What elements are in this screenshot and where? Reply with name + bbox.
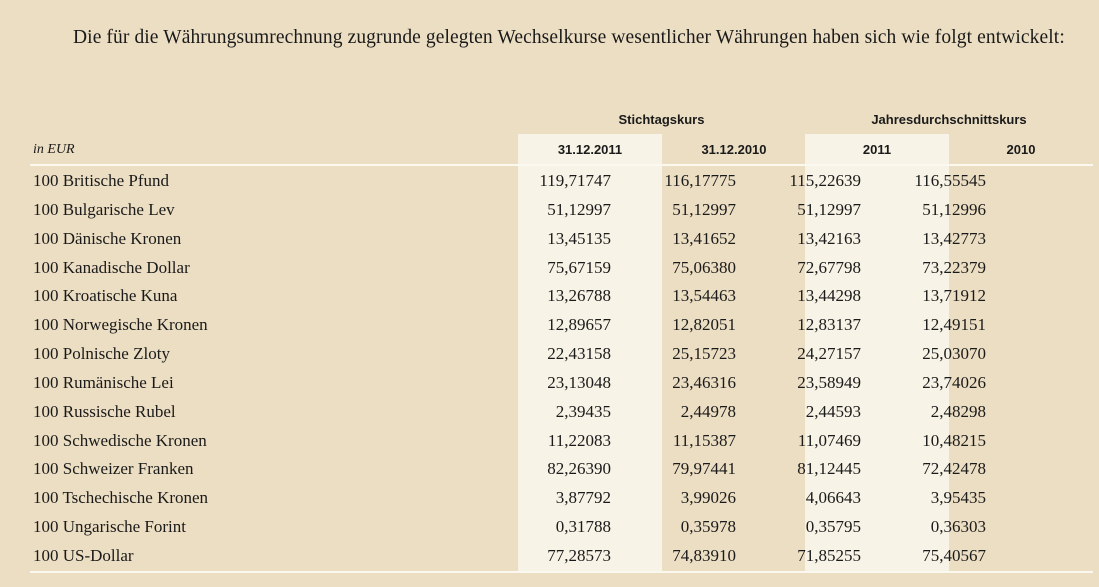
rate-cell: 13,54463 [672, 286, 736, 306]
rate-cell: 11,22083 [547, 430, 611, 450]
rate-cell: 4,06643 [805, 488, 861, 508]
column-header: 31.12.2010 [701, 142, 767, 157]
rate-cell: 23,74026 [922, 372, 986, 392]
column-header: 2011 [862, 142, 892, 157]
rate-cell: 25,15723 [672, 344, 736, 364]
rate-cell: 11,07469 [797, 430, 861, 450]
currency-label: 100 Kroatische Kuna [33, 286, 178, 306]
rate-cell: 119,71747 [539, 171, 611, 190]
column-header: 2010 [1006, 142, 1036, 157]
intro-paragraph: Die für die Währungsumrechnung zugrunde … [73, 27, 1065, 48]
rate-cell: 12,82051 [672, 315, 736, 335]
currency-label: 100 Schwedische Kronen [33, 430, 207, 450]
table-row: 100 Rumänische Lei 23,13048 23,46316 23,589… [0, 369, 1099, 398]
rate-cell: 24,27157 [797, 344, 861, 364]
currency-label: 100 Norwegische Kronen [33, 315, 208, 335]
rate-cell: 13,71912 [922, 286, 986, 306]
currency-label: 100 Russische Rubel [33, 401, 176, 421]
rate-cell: 2,44593 [805, 401, 861, 421]
table-row: 100 US-Dollar 77,28573 74,83910 71,85255 75,… [0, 542, 1099, 571]
rate-cell: 51,12997 [547, 199, 611, 219]
rate-cell: 71,85255 [797, 545, 861, 565]
rate-cell: 13,41652 [672, 228, 736, 248]
currency-label: 100 Britische Pfund [33, 171, 169, 190]
rate-cell: 25,03070 [922, 344, 986, 364]
rate-cell: 116,17775 [664, 171, 736, 190]
table-row: 100 Russische Rubel 2,39435 2,44978 2,44593… [0, 398, 1099, 427]
column-highlight-stichtag-2011 [518, 134, 662, 572]
currency-label: 100 US-Dollar [33, 545, 134, 565]
currency-label: 100 Schweizer Franken [33, 459, 194, 479]
table-row: 100 Schwedische Kronen 11,22083 11,15387 11… [0, 427, 1099, 456]
rate-cell: 75,06380 [672, 257, 736, 277]
rate-cell: 2,48298 [930, 401, 986, 421]
table-row: 100 Ungarische Forint 0,31788 0,35978 0,357… [0, 513, 1099, 542]
rate-cell: 0,31788 [555, 517, 611, 537]
rate-cell: 12,49151 [922, 315, 986, 335]
currency-label: 100 Tschechische Kronen [33, 488, 209, 508]
table-row: 100 Dänische Kronen 13,45135 13,41652 13,42… [0, 225, 1099, 254]
rate-cell: 2,44978 [680, 401, 736, 421]
table-bottom-rule [30, 571, 1093, 573]
table-row: 100 Tschechische Kronen 3,87792 3,99026 4,0… [0, 484, 1099, 513]
rate-cell: 10,48215 [922, 430, 986, 450]
rate-cell: 11,15387 [672, 430, 736, 450]
rate-cell: 73,22379 [922, 257, 986, 277]
currency-label: 100 Ungarische Forint [33, 517, 186, 537]
rate-cell: 12,83137 [797, 315, 861, 335]
rate-cell: 81,12445 [797, 459, 861, 479]
rate-cell: 23,46316 [672, 372, 736, 392]
table-row: 100 Bulgarische Lev 51,12997 51,12997 51,12… [0, 196, 1099, 225]
currency-label: 100 Bulgarische Lev [33, 199, 175, 219]
rate-cell: 13,42163 [797, 228, 861, 248]
rate-cell: 22,43158 [547, 344, 611, 364]
rate-cell: 115,22639 [789, 171, 861, 190]
unit-label: in EUR [33, 142, 75, 157]
rate-cell: 0,35795 [805, 517, 861, 537]
rate-cell: 13,45135 [547, 228, 611, 248]
table-row: 100 Britische Pfund 119,71747 116,17775 115… [0, 167, 1099, 196]
rate-cell: 13,44298 [797, 286, 861, 306]
rate-cell: 72,42478 [922, 459, 986, 479]
rate-cell: 0,36303 [930, 517, 986, 537]
rate-cell: 23,58949 [797, 372, 861, 392]
rate-cell: 23,13048 [547, 372, 611, 392]
column-highlight-durchschnitt-2011 [805, 134, 949, 572]
rate-cell: 3,87792 [555, 488, 611, 508]
rate-cell: 0,35978 [680, 517, 736, 537]
rate-cell: 116,55545 [914, 171, 986, 190]
rate-cell: 13,26788 [547, 286, 611, 306]
rate-cell: 75,67159 [547, 257, 611, 277]
currency-label: 100 Kanadische Dollar [33, 257, 190, 277]
rate-cell: 79,97441 [672, 459, 736, 479]
rate-cell: 3,95435 [930, 488, 986, 508]
rate-cell: 75,40567 [922, 545, 986, 565]
rate-cell: 51,12996 [922, 199, 986, 219]
rate-cell: 13,42773 [922, 228, 986, 248]
currency-label: 100 Polnische Zloty [33, 344, 170, 364]
rate-cell: 51,12997 [797, 199, 861, 219]
rate-cell: 77,28573 [547, 545, 611, 565]
table-row: 100 Kroatische Kuna 13,26788 13,54463 13,44… [0, 282, 1099, 311]
rate-cell: 2,39435 [555, 401, 611, 421]
rate-cell: 12,89657 [547, 315, 611, 335]
rate-cell: 51,12997 [672, 199, 736, 219]
table-row: 100 Norwegische Kronen 12,89657 12,82051 12… [0, 311, 1099, 340]
rate-cell: 3,99026 [680, 488, 736, 508]
table-row: 100 Schweizer Franken 82,26390 79,97441 81,… [0, 455, 1099, 484]
rate-cell: 72,67798 [797, 257, 861, 277]
rate-cell: 74,83910 [672, 545, 736, 565]
header-divider [30, 164, 1093, 166]
table-body: 100 Britische Pfund 119,71747 116,17775 115… [0, 167, 1099, 571]
column-header: 31.12.2011 [557, 142, 623, 157]
currency-label: 100 Dänische Kronen [33, 228, 182, 248]
currency-label: 100 Rumänische Lei [33, 372, 174, 392]
group-header-jahresdurchschnittskurs: Jahresdurchschnittskurs [871, 112, 1027, 127]
table-row: 100 Kanadische Dollar 75,67159 75,06380 72,… [0, 254, 1099, 283]
group-header-stichtagskurs: Stichtagskurs [618, 112, 705, 127]
table-row: 100 Polnische Zloty 22,43158 25,15723 24,27… [0, 340, 1099, 369]
rate-cell: 82,26390 [547, 459, 611, 479]
